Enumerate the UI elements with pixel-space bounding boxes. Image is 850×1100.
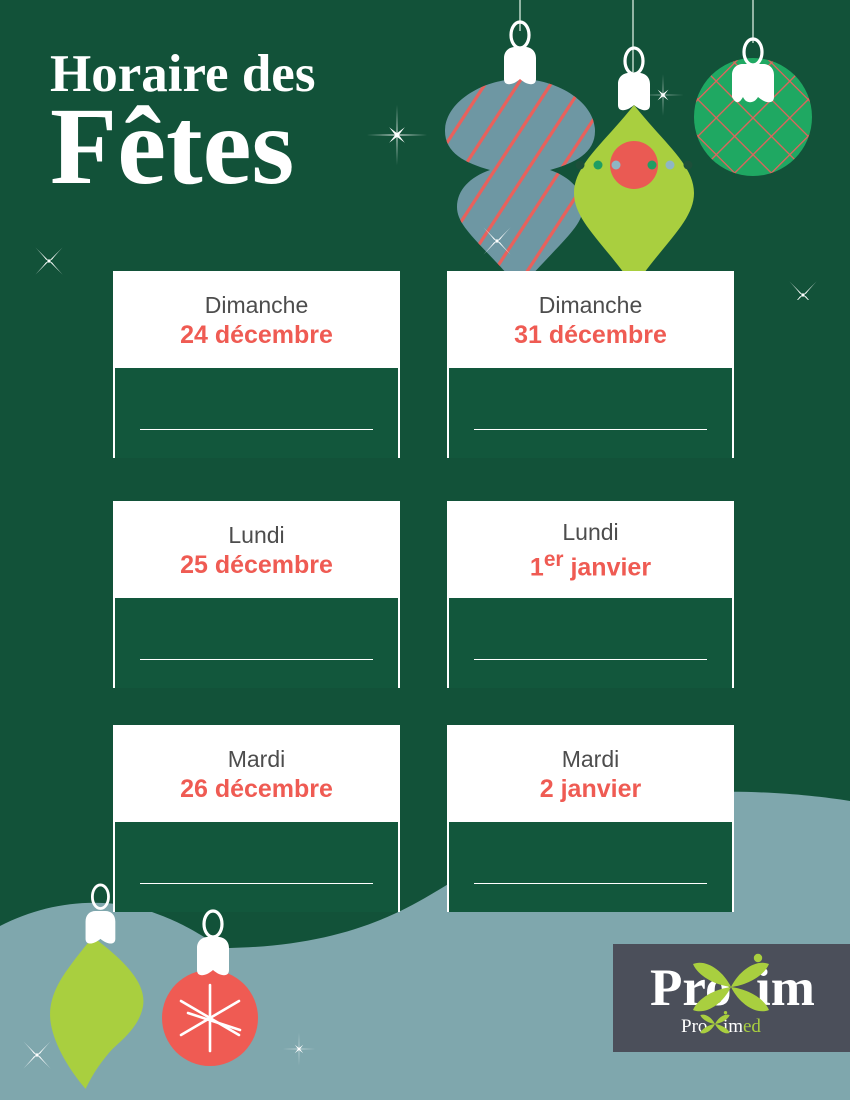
svg-text:Pro: Pro [650,959,731,1017]
svg-text:ed: ed [743,1016,761,1037]
